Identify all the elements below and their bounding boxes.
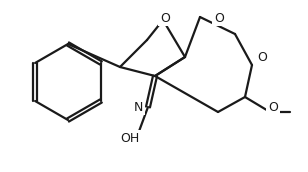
Text: O: O [160, 12, 170, 24]
Text: N: N [133, 100, 143, 114]
Text: OH: OH [120, 132, 140, 144]
Text: O: O [268, 100, 278, 114]
Text: O: O [214, 12, 224, 24]
Text: O: O [257, 51, 267, 63]
